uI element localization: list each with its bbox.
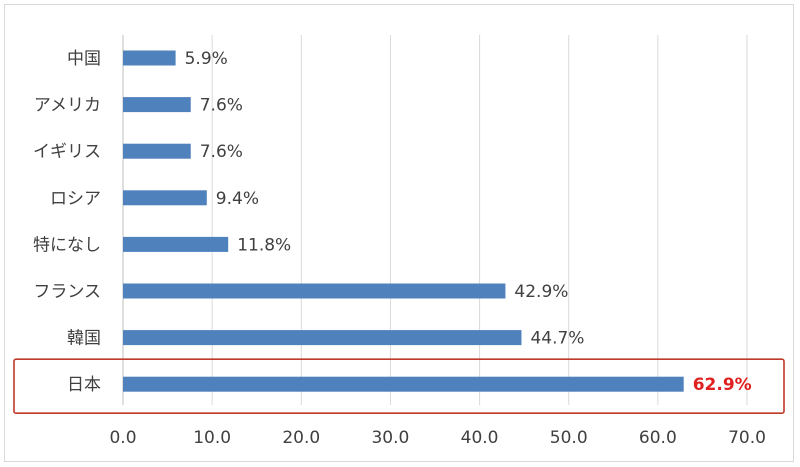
data-label: 44.7% (530, 329, 584, 349)
x-tick-label: 10.0 (193, 428, 231, 448)
x-tick-label: 20.0 (282, 428, 320, 448)
x-tick-label: 0.0 (109, 428, 136, 448)
category-label: ロシア (50, 189, 101, 209)
category-label: イギリス (33, 142, 101, 162)
bar (123, 97, 191, 113)
category-label: 韓国 (67, 329, 101, 349)
highlight-box (13, 358, 785, 415)
x-tick-label: 30.0 (371, 428, 409, 448)
data-label: 62.9% (693, 375, 752, 395)
category-label: 中国 (67, 49, 101, 69)
bar (123, 236, 229, 252)
data-label: 42.9% (514, 282, 568, 302)
bar (123, 330, 522, 346)
data-label: 11.8% (237, 235, 291, 255)
x-tick-label: 70.0 (728, 428, 766, 448)
category-label: アメリカ (34, 96, 101, 116)
bar (123, 283, 506, 299)
bar (123, 143, 191, 159)
x-tick-label: 40.0 (461, 428, 499, 448)
data-label: 7.6% (200, 96, 243, 116)
category-label: フランス (33, 282, 101, 302)
data-label: 9.4% (216, 189, 259, 209)
x-tick-label: 50.0 (550, 428, 588, 448)
x-tick-label: 60.0 (639, 428, 677, 448)
bar (123, 50, 176, 66)
bar (123, 190, 207, 206)
category-label: 日本 (67, 375, 101, 395)
bar (123, 376, 684, 392)
data-label: 5.9% (185, 49, 228, 69)
data-label: 7.6% (200, 142, 243, 162)
category-label: 特になし (33, 235, 101, 255)
